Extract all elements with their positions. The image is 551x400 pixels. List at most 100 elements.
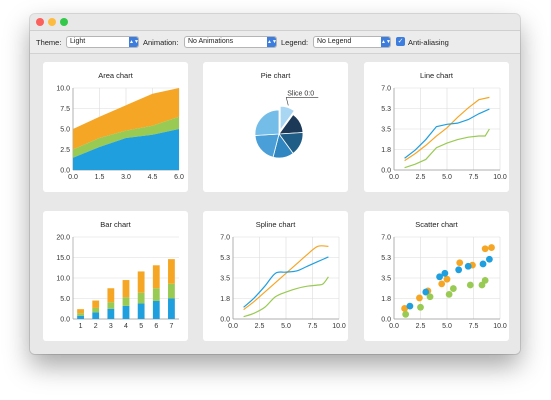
scatter-point-blue bbox=[455, 266, 463, 274]
scatter-chart: Scatter chart 0.0 1.8 3.5 5.3 7.0 0.0 2.5 5.0 7.5… bbox=[381, 220, 507, 330]
x-tick-label: 0.0 bbox=[228, 323, 238, 330]
scatter-point-orange bbox=[443, 275, 451, 283]
bar-segment-blue bbox=[92, 312, 100, 319]
chart-title: Spline chart bbox=[256, 220, 297, 229]
bar-chart-card: Bar chart 0.0 5.0 10.0 15.0 20.0 1 2 3 4 5 6 7 bbox=[43, 211, 188, 341]
series-line-green bbox=[404, 128, 490, 169]
area-series-orange bbox=[73, 88, 179, 150]
bar-segment-orange bbox=[107, 288, 115, 303]
scatter-point-orange bbox=[416, 294, 423, 302]
scatter-point-orange bbox=[438, 280, 446, 288]
scatter-point-blue bbox=[422, 288, 430, 296]
series-line-green bbox=[243, 276, 329, 318]
minimize-window-button[interactable] bbox=[48, 18, 56, 26]
animation-label: Animation: bbox=[143, 38, 179, 47]
line-chart: Line chart 0.0 1.8 3.5 5.3 7.0 0.0 2.5 5.0 7.5 10.… bbox=[381, 71, 507, 181]
bar-segment-green bbox=[107, 302, 115, 309]
scatter-point-green bbox=[449, 285, 457, 292]
legend-select[interactable]: No Legend ▲▼ bbox=[313, 36, 391, 48]
animation-select-value: No Animations bbox=[188, 38, 234, 45]
bar-chart: Bar chart 0.0 5.0 10.0 15.0 20.0 1 2 3 4 5 6 7 bbox=[56, 220, 179, 330]
pie-label-leader bbox=[285, 97, 319, 106]
y-tick-label: 0.0 bbox=[381, 317, 391, 324]
y-tick-label: 10.0 bbox=[56, 86, 70, 93]
antialiasing-checkbox[interactable]: ✓ bbox=[396, 37, 405, 46]
y-tick-label: 7.0 bbox=[381, 86, 391, 93]
chart-title: Scatter chart bbox=[415, 220, 458, 229]
bar-segment-green bbox=[137, 292, 145, 304]
x-tick-label: 7.5 bbox=[469, 323, 479, 330]
y-tick-label: 5.3 bbox=[381, 255, 391, 262]
close-window-button[interactable] bbox=[36, 18, 44, 26]
y-tick-label: 7.0 bbox=[220, 235, 230, 242]
x-tick-label: 5 bbox=[139, 323, 143, 330]
pie-slice bbox=[279, 105, 295, 132]
y-tick-label: 7.5 bbox=[60, 106, 70, 113]
bar-segment-blue bbox=[168, 298, 175, 319]
bar-segment-orange bbox=[168, 259, 175, 284]
chart-title: Line chart bbox=[420, 71, 454, 80]
y-tick-label: 20.0 bbox=[56, 235, 70, 242]
scatter-point-orange bbox=[456, 259, 464, 267]
x-tick-label: 5.0 bbox=[442, 174, 452, 181]
scatter-point-orange bbox=[488, 244, 495, 251]
pie-slice bbox=[254, 109, 280, 136]
x-tick-label: 2.5 bbox=[416, 174, 426, 181]
toolbar: Theme: Light ▲▼ Animation: No Animations… bbox=[30, 31, 520, 54]
chevron-updown-icon: ▲▼ bbox=[129, 37, 139, 47]
line-chart-card: Line chart 0.0 1.8 3.5 5.3 7.0 0.0 2.5 5.0 7.5 10.… bbox=[364, 62, 509, 192]
y-tick-label: 5.3 bbox=[381, 106, 391, 113]
area-chart-card: Area chart 0.0 2.5 5.0 7.5 10.0 0.0 1.5 3.0 4.5 6.… bbox=[43, 62, 188, 192]
y-tick-label: 5.0 bbox=[60, 127, 70, 134]
scatter-point-green bbox=[466, 281, 474, 289]
pie-slice-label: Slice 0:0 bbox=[287, 90, 314, 97]
y-tick-label: 10.0 bbox=[56, 276, 70, 283]
spline-chart-card: Spline chart 0.0 1.8 3.5 5.3 7.0 0.0 2.5 5.0 7.5 1… bbox=[203, 211, 348, 341]
bar-segment-green bbox=[152, 288, 160, 301]
animation-select[interactable]: No Animations ▲▼ bbox=[184, 36, 277, 48]
y-tick-label: 1.8 bbox=[381, 147, 391, 154]
scatter-point-blue bbox=[436, 273, 443, 281]
y-tick-label: 3.5 bbox=[220, 276, 230, 283]
bar-segment-orange bbox=[152, 265, 160, 289]
scatter-chart-card: Scatter chart 0.0 1.8 3.5 5.3 7.0 0.0 2.5 5.0 7.5… bbox=[364, 211, 509, 341]
y-tick-label: 15.0 bbox=[56, 255, 70, 262]
x-tick-label: 3 bbox=[109, 323, 113, 330]
bar-segment-green bbox=[77, 313, 84, 316]
chart-title: Pie chart bbox=[261, 71, 292, 80]
scatter-point-blue bbox=[464, 262, 472, 270]
bar-segment-green bbox=[168, 283, 175, 299]
title-bar bbox=[30, 14, 520, 31]
area-chart: Area chart 0.0 2.5 5.0 7.5 10.0 0.0 1.5 3.0 4.5 6.… bbox=[56, 71, 184, 181]
bar-segment-blue bbox=[107, 308, 115, 319]
area-series-blue bbox=[73, 129, 179, 170]
series-line-blue bbox=[404, 108, 490, 159]
x-tick-label: 1 bbox=[79, 323, 83, 330]
scatter-point-green bbox=[445, 291, 453, 298]
x-tick-label: 0.0 bbox=[389, 323, 399, 330]
x-tick-label: 0.0 bbox=[68, 174, 78, 181]
zoom-window-button[interactable] bbox=[60, 18, 68, 26]
x-tick-label: 4.5 bbox=[148, 174, 158, 181]
x-tick-label: 5.0 bbox=[281, 323, 291, 330]
bar-segment-green bbox=[92, 307, 100, 313]
scatter-point-green bbox=[402, 310, 410, 318]
chevron-updown-icon: ▲▼ bbox=[381, 37, 391, 47]
bar-segment-blue bbox=[152, 300, 160, 319]
y-tick-label: 1.8 bbox=[381, 296, 391, 303]
x-tick-label: 4 bbox=[124, 323, 128, 330]
x-tick-label: 2.5 bbox=[416, 323, 426, 330]
series-line-orange bbox=[243, 245, 329, 311]
antialiasing-label[interactable]: Anti-aliasing bbox=[408, 38, 449, 47]
series-line-blue bbox=[243, 256, 329, 308]
chart-title: Area chart bbox=[98, 71, 134, 80]
theme-select-value: Light bbox=[70, 38, 86, 45]
x-tick-label: 10.0 bbox=[493, 174, 507, 181]
y-tick-label: 0.0 bbox=[220, 317, 230, 324]
bar-segment-orange bbox=[137, 271, 145, 293]
bar-segment-orange bbox=[77, 309, 84, 314]
theme-select[interactable]: Light ▲▼ bbox=[66, 36, 139, 48]
app-window: Theme: Light ▲▼ Animation: No Animations… bbox=[30, 14, 520, 354]
scatter-point-blue bbox=[406, 302, 414, 310]
y-tick-label: 1.8 bbox=[220, 296, 230, 303]
